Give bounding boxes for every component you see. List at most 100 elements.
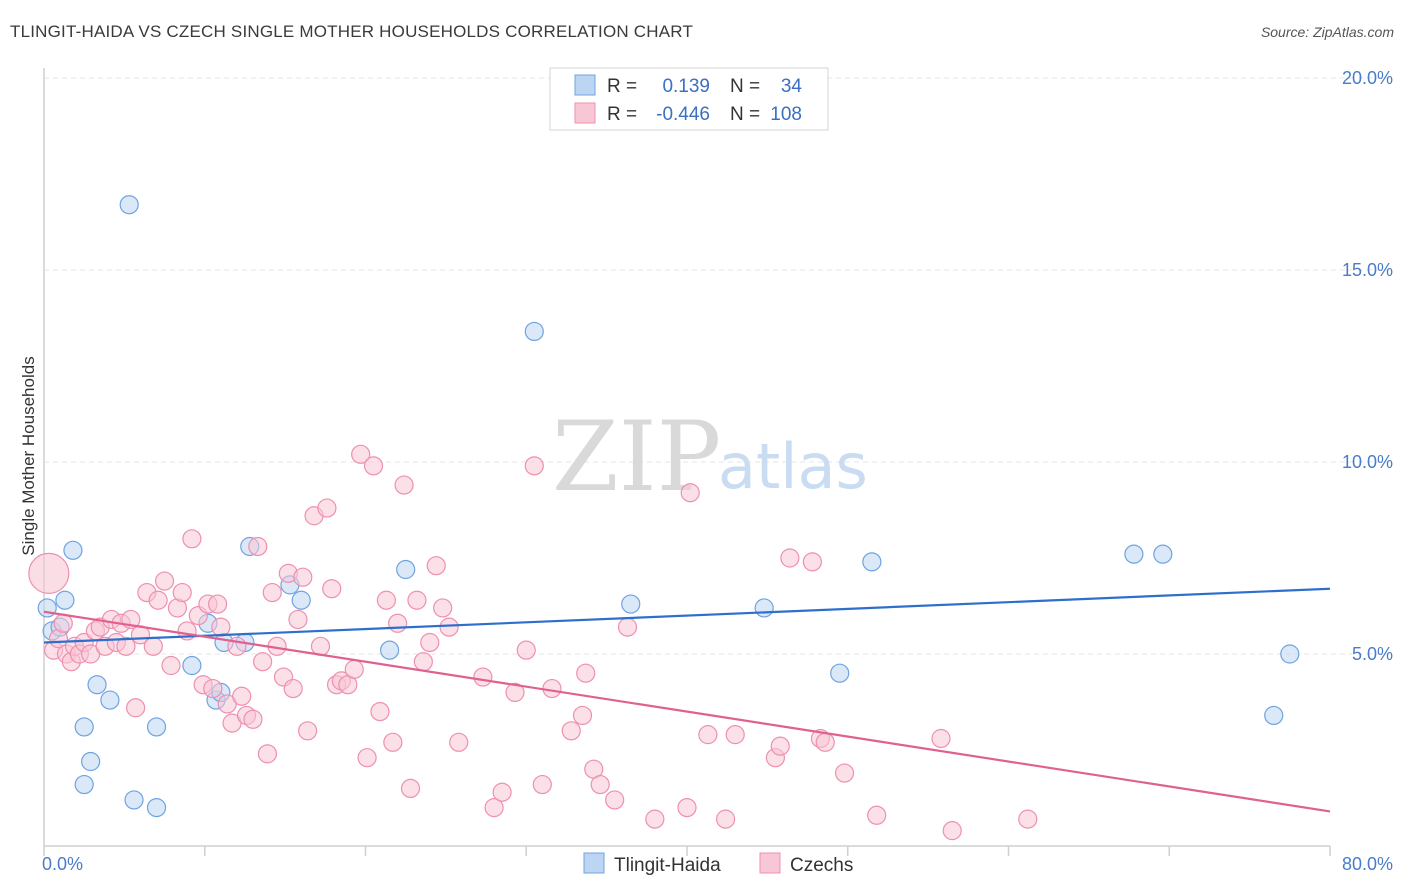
point-czechs-74 — [439, 617, 459, 637]
point-czechs-106 — [942, 821, 962, 841]
point-czechs-91 — [645, 809, 665, 829]
point-czechs-107 — [1018, 809, 1038, 829]
point-czechs-85 — [572, 705, 593, 726]
stats-legend: R = 0.139 N = 34 R = -0.446 N = 108 — [549, 67, 829, 131]
point-czechs-3 — [53, 613, 73, 633]
point-tlingit-33 — [1280, 644, 1300, 664]
point-czechs-21 — [143, 636, 163, 656]
point-czechs-75 — [449, 732, 469, 752]
point-czechs-51 — [298, 721, 318, 741]
point-czechs-80 — [516, 640, 536, 660]
point-czechs-76 — [473, 667, 493, 687]
point-tlingit-27 — [754, 598, 774, 618]
point-czechs-69 — [407, 590, 427, 610]
series-legend-label-czechs: Czechs — [790, 855, 853, 876]
point-tlingit-9 — [74, 774, 94, 795]
point-czechs-44 — [262, 582, 282, 603]
point-czechs-92 — [677, 797, 697, 818]
watermark: ZIP atlas — [552, 401, 868, 513]
point-czechs-18 — [126, 698, 146, 718]
point-czechs-88 — [590, 774, 610, 795]
point-czechs-28 — [182, 529, 202, 549]
point-czechs-0 — [28, 552, 70, 594]
point-czechs-78 — [492, 782, 512, 802]
point-czechs-100 — [802, 552, 822, 572]
data-points — [28, 195, 1300, 841]
point-czechs-105 — [931, 728, 951, 749]
point-czechs-104 — [867, 805, 887, 825]
point-czechs-95 — [715, 809, 736, 829]
point-czechs-84 — [561, 721, 581, 741]
legend-r-value-1: -0.446 — [656, 104, 710, 125]
point-czechs-26 — [172, 582, 192, 603]
y-tick-labels: 5.0% 10.0% 15.0% 20.0% — [1342, 68, 1393, 664]
point-tlingit-10 — [119, 195, 139, 215]
point-czechs-24 — [161, 655, 181, 676]
chart-title: TLINGIT-HAIDA VS CZECH SINGLE MOTHER HOU… — [10, 22, 694, 41]
point-tlingit-7 — [74, 717, 94, 737]
point-czechs-59 — [344, 659, 364, 679]
chart-source: Source: ZipAtlas.com — [1260, 24, 1394, 40]
trend-line-czechs — [43, 610, 1331, 813]
legend-swatch-tlingit — [574, 74, 596, 96]
point-tlingit-31 — [1153, 544, 1173, 564]
legend-r-label-1: R = — [607, 104, 637, 125]
point-czechs-79 — [505, 682, 525, 703]
point-tlingit-14 — [182, 655, 202, 676]
x-tick-label-1: 80.0% — [1342, 854, 1393, 874]
legend-n-value-0: 34 — [781, 76, 803, 97]
point-czechs-66 — [388, 613, 408, 633]
point-czechs-48 — [283, 678, 303, 699]
point-tlingit-29 — [862, 552, 882, 572]
series-legend-swatch-czechs — [759, 852, 781, 874]
point-czechs-71 — [420, 632, 440, 653]
legend-swatch-czechs — [574, 102, 596, 124]
x-tick-label-0: 0.0% — [42, 854, 83, 874]
point-czechs-82 — [532, 774, 552, 795]
point-tlingit-13 — [146, 797, 167, 818]
legend-r-label-0: R = — [607, 76, 637, 97]
y-axis-label: Single Mother Households — [19, 356, 38, 555]
point-tlingit-11 — [124, 790, 144, 810]
point-czechs-54 — [317, 498, 337, 518]
point-czechs-96 — [725, 725, 745, 745]
point-czechs-68 — [400, 778, 421, 799]
point-czechs-62 — [363, 456, 384, 476]
point-tlingit-5 — [87, 675, 107, 695]
point-czechs-38 — [232, 686, 252, 706]
trend-lines — [43, 587, 1331, 813]
point-tlingit-22 — [291, 590, 311, 610]
point-tlingit-26 — [621, 594, 641, 614]
point-czechs-72 — [426, 556, 446, 576]
point-czechs-98 — [770, 736, 790, 756]
legend-r-value-0: 0.139 — [662, 76, 710, 97]
point-czechs-93 — [680, 483, 700, 503]
point-tlingit-4 — [63, 540, 83, 560]
point-czechs-43 — [257, 744, 278, 764]
point-czechs-64 — [376, 590, 396, 610]
point-czechs-94 — [698, 725, 718, 745]
point-czechs-34 — [211, 617, 231, 637]
y-tick-label-2: 15.0% — [1342, 260, 1393, 280]
point-czechs-23 — [154, 571, 175, 591]
point-czechs-89 — [605, 790, 625, 810]
point-tlingit-30 — [1124, 544, 1144, 564]
x-tick-labels: 0.0% 80.0% — [42, 854, 1393, 874]
point-tlingit-25 — [524, 321, 544, 342]
point-czechs-42 — [253, 652, 273, 672]
point-tlingit-8 — [81, 751, 101, 772]
point-czechs-70 — [413, 652, 433, 672]
point-tlingit-23 — [380, 640, 400, 660]
watermark-atlas: atlas — [718, 430, 868, 503]
series-legend: Tlingit-Haida Czechs — [583, 852, 853, 876]
point-tlingit-6 — [100, 690, 120, 710]
y-tick-label-0: 5.0% — [1352, 644, 1393, 664]
point-tlingit-24 — [396, 559, 416, 580]
point-czechs-33 — [208, 594, 228, 614]
point-czechs-103 — [834, 763, 855, 783]
point-tlingit-12 — [146, 717, 167, 737]
point-czechs-90 — [617, 617, 638, 637]
y-tick-label-1: 10.0% — [1342, 452, 1393, 472]
point-czechs-99 — [780, 548, 800, 568]
